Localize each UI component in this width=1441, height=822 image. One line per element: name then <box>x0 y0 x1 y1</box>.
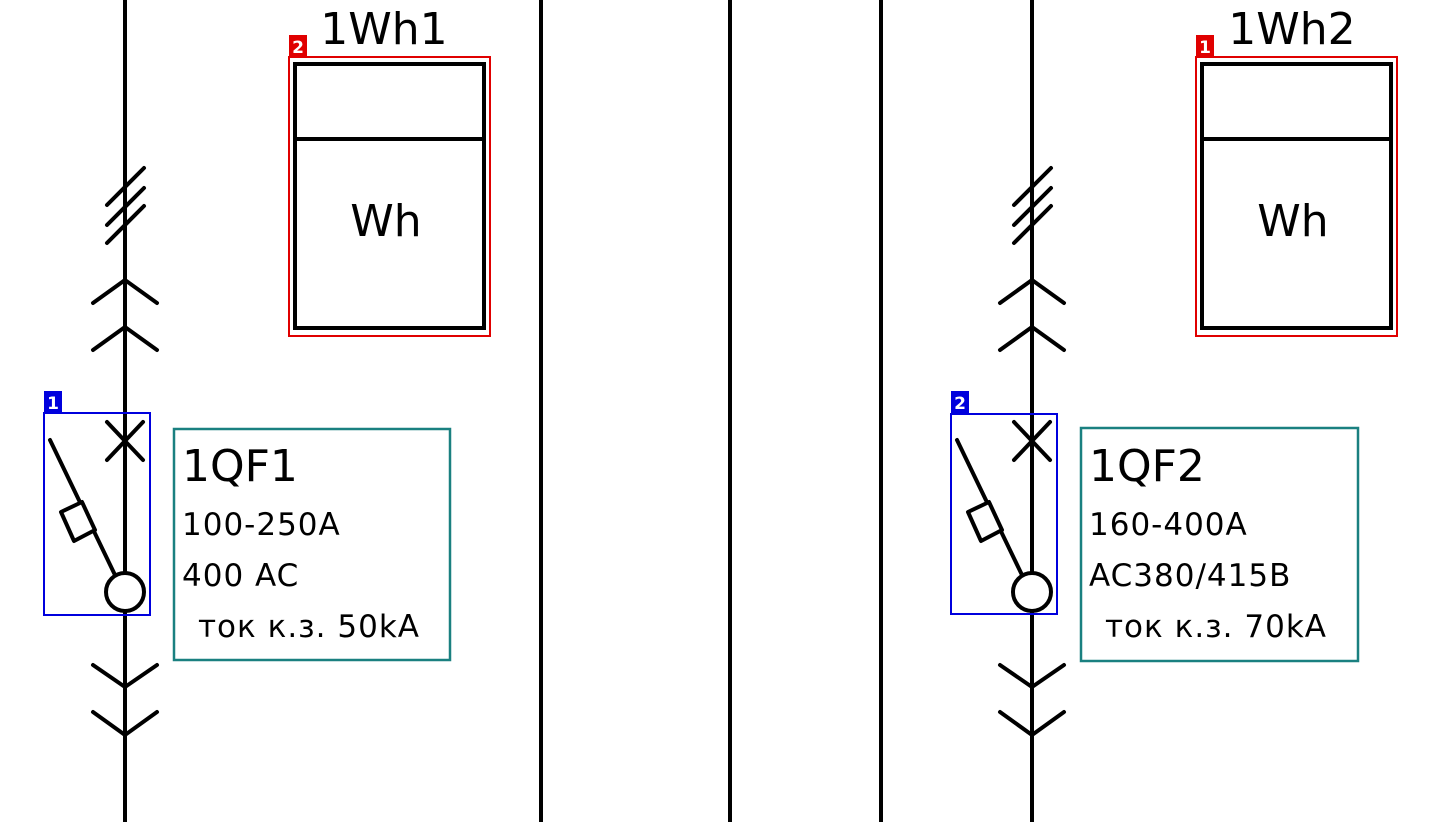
breaker-short-circuit: ток к.з. 70kA <box>1105 609 1327 645</box>
socket-connector-icon <box>998 325 1066 352</box>
three-phase-marks <box>105 166 146 245</box>
meter-symbol: Wh <box>350 196 421 247</box>
breaker-1qf1-selection: 1 <box>43 391 151 616</box>
marker-number: 1 <box>47 394 59 414</box>
meter-label: 1Wh1 <box>320 4 447 55</box>
info-box <box>1079 426 1360 663</box>
meter-1wh2: Wh 1Wh2 1 <box>1195 4 1398 337</box>
info-box <box>172 427 452 662</box>
socket-connector-icon <box>91 663 159 689</box>
marker-number: 2 <box>292 38 304 58</box>
marker-number: 2 <box>954 394 966 414</box>
plug-connector-icon <box>91 278 159 305</box>
breaker-name: 1QF2 <box>1089 441 1205 492</box>
meter-body <box>293 62 486 330</box>
selection-box[interactable] <box>288 56 491 337</box>
selection-box[interactable] <box>950 413 1058 615</box>
breaker-contact-x-icon <box>105 420 145 462</box>
selection-box[interactable] <box>43 412 151 616</box>
plug-connector-icon <box>998 278 1066 305</box>
plug-connector-icon <box>998 710 1066 737</box>
meter-body <box>1200 62 1393 330</box>
breaker-release-box <box>966 500 1004 543</box>
breaker-rating: 160-400A <box>1089 507 1248 543</box>
marker-badge <box>1196 35 1214 57</box>
breaker-pivot-circle <box>104 571 146 613</box>
plug-connector-icon <box>91 710 159 737</box>
breaker-name: 1QF1 <box>182 441 298 492</box>
feeder-right <box>955 0 1066 822</box>
meter-symbol: Wh <box>1257 196 1328 247</box>
marker-badge <box>289 35 307 57</box>
breaker-voltage: AC380/415B <box>1089 558 1291 594</box>
breaker-1qf1-info: 1QF1 100-250A 400 AC ток к.з. 50kA <box>172 427 452 662</box>
breaker-release-box <box>59 500 97 543</box>
panel-dividers <box>539 0 883 822</box>
marker-number: 1 <box>1199 38 1211 58</box>
meter-1wh1: Wh 1Wh1 2 <box>288 4 491 337</box>
marker-badge <box>951 391 969 414</box>
meter-label: 1Wh2 <box>1228 4 1355 55</box>
breaker-contact-x-icon <box>1012 420 1052 462</box>
breaker-short-circuit: ток к.з. 50kA <box>198 609 420 645</box>
breaker-pivot-circle <box>1011 571 1053 613</box>
breaker-1qf2-info: 1QF2 160-400A AC380/415B ток к.з. 70kA <box>1079 426 1360 663</box>
breaker-voltage: 400 AC <box>182 558 299 594</box>
breaker-rating: 100-250A <box>182 507 341 543</box>
breaker-1qf2-selection: 2 <box>950 391 1058 615</box>
marker-badge <box>44 391 62 413</box>
socket-connector-icon <box>998 663 1066 689</box>
feeder-left <box>48 0 159 822</box>
socket-connector-icon <box>91 325 159 352</box>
selection-box[interactable] <box>1195 56 1398 337</box>
three-phase-marks <box>1012 166 1053 245</box>
